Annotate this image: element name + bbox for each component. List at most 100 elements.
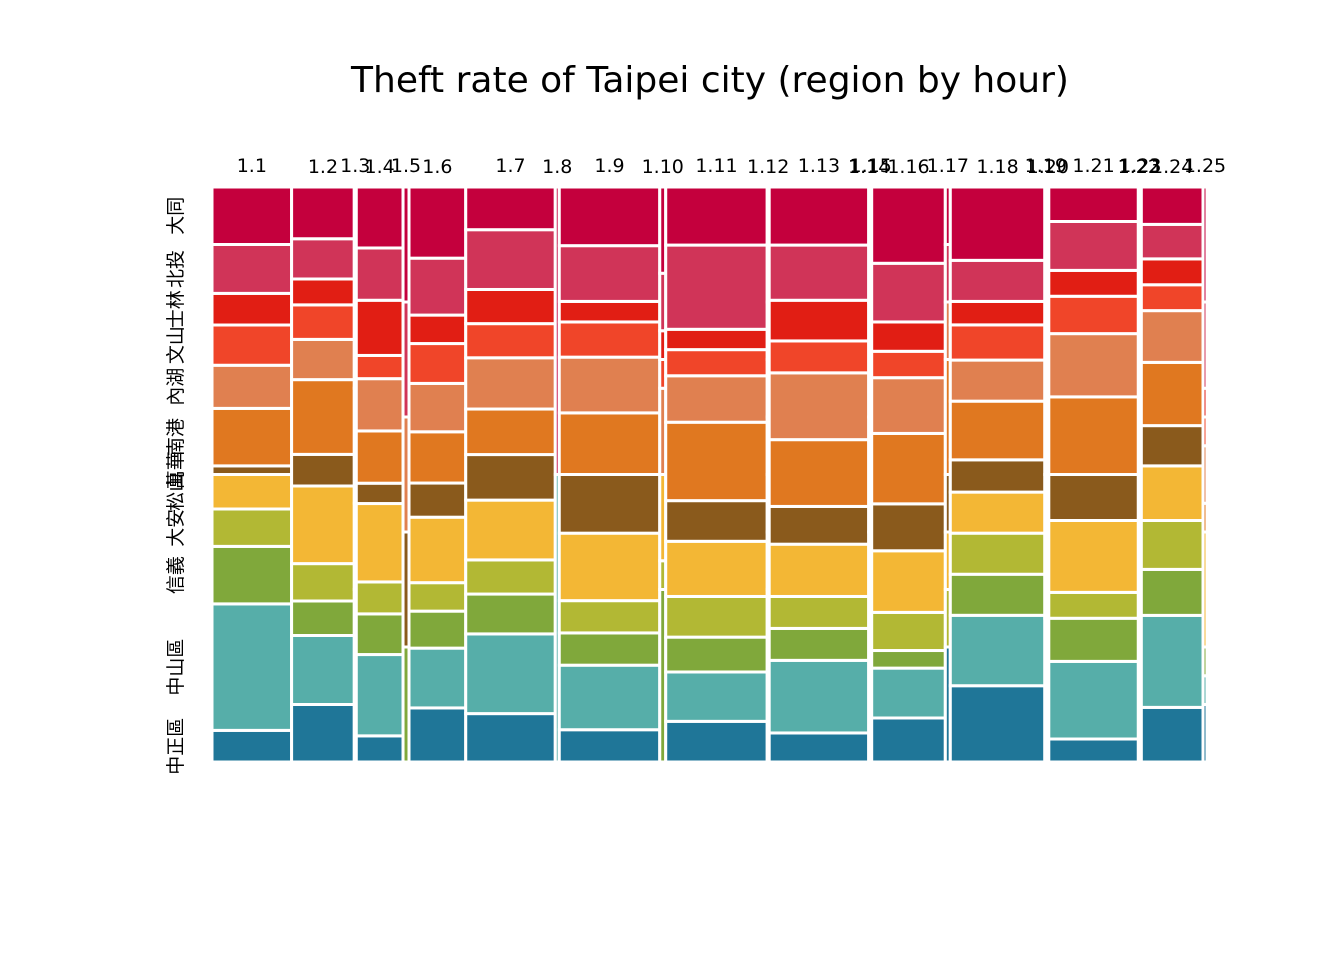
tile-1.1-松山區 [210,473,294,511]
tile-1.13-松山區 [767,542,871,598]
tile-1.18-文山區 [948,323,1047,362]
column-label: 1.5 [391,155,421,177]
tile-1.24-大安區 [1139,519,1205,571]
tile-1.4-內湖區 [354,377,405,433]
tile-1.18-北投區 [948,258,1047,303]
tile-1.6-松山區 [407,515,468,585]
tile-1.13-文山區 [767,339,871,375]
row-label: 信義 [165,556,187,594]
tile-1.13-北投區 [767,243,871,302]
tile-1.1-南港區 [210,406,294,468]
tile-1.11-內湖區 [664,374,769,424]
tile-1.6-南港區 [407,430,468,485]
tile-1.7-松山區 [464,498,557,562]
tile-1.18-中山區 [948,613,1047,688]
tile-1.2-大安區 [290,562,356,603]
row-label: 中山區 [165,639,187,696]
row-label: 文山 [165,326,187,364]
tile-1.21-中正區 [1047,737,1140,764]
tile-1.1-內湖區 [210,363,294,410]
tile-1.6-信義區 [407,609,468,650]
tile-1.13-士林區 [767,298,871,343]
tile-1.18-松山區 [948,490,1047,535]
tile-1.7-信義區 [464,592,557,636]
tile-1.13-內湖區 [767,371,871,442]
tile-1.4-士林區 [354,298,405,357]
tile-1.4-松山區 [354,502,405,584]
tile-1.4-大同區 [354,185,405,250]
tile-1.11-萬華區 [664,499,769,543]
tile-1.21-文山區 [1047,294,1140,336]
tile-1.24-文山區 [1139,283,1205,313]
tile-1.25-南港區 [1201,501,1209,534]
tile-1.4-萬華區 [354,481,405,506]
tile-1.2-中正區 [290,703,356,764]
tile-1.2-大同區 [290,185,356,241]
tile-1.4-南港區 [354,429,405,485]
tile-1.11-中山區 [664,670,769,723]
column-label: 1.1 [237,155,267,177]
tile-1.1-大安區 [210,507,294,548]
chart-title: Theft rate of Taipei city (region by hou… [350,60,1069,101]
tile-1.2-北投區 [290,237,356,281]
tile-1.13-大同區 [767,185,871,247]
tile-1.7-萬華區 [464,453,557,502]
tile-1.24-大同區 [1139,185,1205,226]
tile-1.9-內湖區 [557,355,662,415]
column-label: 1.22 [1118,156,1160,178]
tile-1.2-中山區 [290,634,356,706]
tile-1.21-北投區 [1047,220,1140,272]
row-label: 內湖 [165,368,187,406]
tile-1.4-大安區 [354,580,405,616]
column-label: 1.15 [850,155,892,177]
tile-1.25-北投區 [1201,300,1209,390]
tile-1.21-松山區 [1047,519,1140,594]
column-label: 1.21 [1072,155,1114,177]
tile-1.9-大同區 [557,185,662,248]
tile-1.2-信義區 [290,599,356,637]
tile-1.4-中山區 [354,653,405,738]
tile-1.16-信義區 [870,649,947,670]
tile-1.18-萬華區 [948,458,1047,494]
column-label: 1.19 [1025,155,1067,177]
tile-1.1-中山區 [210,602,294,732]
tile-1.18-大安區 [948,531,1047,576]
column-label: 1.18 [976,156,1018,178]
column-label: 1.3 [340,155,370,177]
tile-1.6-中山區 [407,646,468,710]
tile-1.24-中正區 [1139,705,1205,764]
tile-1.9-萬華區 [557,473,662,535]
column-label: 1.2 [308,156,338,178]
tile-1.25-中正區 [1201,703,1209,764]
tile-1.13-南港區 [767,438,871,508]
tile-1.2-士林區 [290,277,356,307]
row-label: 松山 [165,473,187,511]
tile-1.24-中山區 [1139,613,1205,709]
tile-1.21-內湖區 [1047,332,1140,399]
tile-1.13-中正區 [767,731,871,764]
tile-1.1-中正區 [210,728,294,764]
tile-1.6-文山區 [407,342,468,385]
tile-1.6-大同區 [407,185,468,260]
tile-1.18-信義區 [948,572,1047,617]
tile-1.18-內湖區 [948,358,1047,403]
tile-1.11-信義區 [664,635,769,674]
row-label: 大同 [165,197,187,235]
tile-1.24-士林區 [1139,257,1205,287]
tile-1.24-松山區 [1139,464,1205,523]
tile-1.2-內湖區 [290,337,356,382]
column-label: 1.10 [642,156,684,178]
tile-1.13-大安區 [767,594,871,630]
tile-1.18-士林區 [948,299,1047,327]
tile-1.4-中正區 [354,734,405,764]
column-label: 1.12 [747,156,789,178]
tile-1.24-北投區 [1139,222,1205,261]
tile-1.25-信義區 [1201,645,1209,678]
tile-1.16-大同區 [870,185,947,265]
tile-1.4-文山區 [354,353,405,381]
tile-1.7-大同區 [464,185,557,232]
column-label: 1.14 [848,156,890,178]
row-label: 中正區 [165,718,187,775]
